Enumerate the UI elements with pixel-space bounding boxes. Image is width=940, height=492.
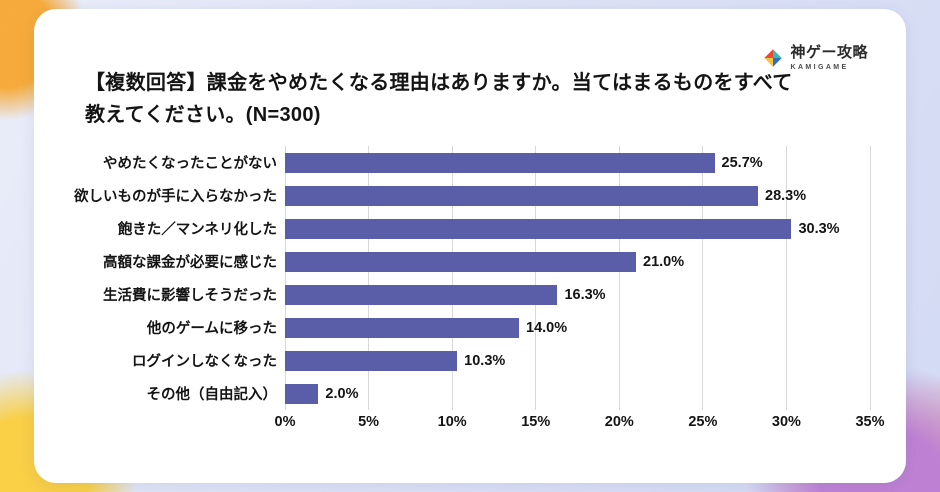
x-tick-label: 15% — [521, 414, 551, 430]
x-tick-label: 35% — [855, 414, 885, 430]
bar-value-label: 2.0% — [325, 385, 359, 402]
chart-row: ログインしなくなった 10.3% — [50, 344, 870, 377]
chart-row: 生活費に影響しそうだった 16.3% — [50, 278, 870, 311]
chart-rows: やめたくなったことがない 25.7% 欲しいものが手に入らなかった 28.3% 飽きた／… — [50, 146, 870, 410]
x-tick-label: 25% — [688, 414, 718, 430]
gridline — [451, 146, 453, 410]
category-label: 高額な課金が必要に感じた — [103, 255, 277, 271]
chart-row: 飽きた／マンネリ化した 30.3% — [50, 212, 870, 245]
chart-row: 欲しいものが手に入らなかった 28.3% — [50, 179, 870, 212]
bar-plot-area: 10.3% — [285, 350, 870, 371]
bar — [285, 251, 636, 272]
kamigame-logo: 神ゲー攻略 KAMIGAME — [762, 44, 868, 71]
survey-card: 神ゲー攻略 KAMIGAME 【複数回答】課金をやめたくなる理由はありますか。当… — [34, 9, 906, 483]
category-label: その他（自由記入） — [146, 387, 278, 403]
gridline — [368, 146, 370, 410]
bar — [285, 152, 715, 173]
x-tick-label: 10% — [437, 414, 467, 430]
bar-chart: やめたくなったことがない 25.7% 欲しいものが手に入らなかった 28.3% 飽きた／… — [50, 146, 885, 438]
survey-question-title: 【複数回答】課金をやめたくなる理由はありますか。当てはまるものをすべて教えてくだ… — [85, 72, 793, 127]
bar-value-label: 14.0% — [526, 319, 568, 336]
bar — [285, 185, 758, 206]
bar — [285, 284, 558, 305]
category-label: ログインしなくなった — [132, 354, 277, 370]
chart-row: その他（自由記入） 2.0% — [50, 377, 870, 410]
gridline — [535, 146, 537, 410]
bar — [285, 218, 792, 239]
bar-value-label: 21.0% — [643, 253, 685, 270]
x-tick-label: 20% — [604, 414, 634, 430]
bar — [285, 350, 458, 371]
bar-plot-area: 25.7% — [285, 152, 870, 173]
logo-subtitle: KAMIGAME — [790, 63, 849, 71]
bar-plot-area: 2.0% — [285, 383, 870, 404]
bar-plot-area: 16.3% — [285, 284, 870, 305]
bar — [285, 383, 319, 404]
category-label: やめたくなったことがない — [103, 156, 277, 172]
bar-value-label: 30.3% — [798, 220, 840, 237]
x-tick-label: 5% — [358, 414, 380, 430]
gridline — [869, 146, 871, 410]
bar-value-label: 28.3% — [765, 187, 807, 204]
chart-row: 他のゲームに移った 14.0% — [50, 311, 870, 344]
category-label: 他のゲームに移った — [146, 321, 277, 337]
bar-value-label: 25.7% — [721, 154, 763, 171]
gridline — [618, 146, 620, 410]
chart-row: 高額な課金が必要に感じた 21.0% — [50, 245, 870, 278]
x-tick-label: 0% — [274, 414, 296, 430]
bar-value-label: 10.3% — [464, 352, 506, 369]
gridline — [702, 146, 704, 410]
bar-plot-area: 14.0% — [285, 317, 870, 338]
gridline — [785, 146, 787, 410]
logo-text: 神ゲー攻略 KAMIGAME — [790, 44, 868, 71]
bar — [285, 317, 519, 338]
bar-plot-area: 30.3% — [285, 218, 870, 239]
chart-x-axis: 0% 5% 10% 15% 20% 25% 30% 35% — [275, 414, 885, 438]
category-label: 欲しいものが手に入らなかった — [74, 189, 277, 205]
category-label: 飽きた／マンネリ化した — [117, 222, 277, 238]
bar-plot-area: 21.0% — [285, 251, 870, 272]
logo-title: 神ゲー攻略 — [790, 44, 868, 61]
chart-gridlines — [284, 146, 871, 410]
gridline — [284, 146, 286, 410]
bar-value-label: 16.3% — [564, 286, 606, 303]
chart-row: やめたくなったことがない 25.7% — [50, 146, 870, 179]
x-tick-label: 30% — [771, 414, 801, 430]
bar-plot-area: 28.3% — [285, 185, 870, 206]
kamigame-gem-icon — [764, 49, 783, 67]
category-label: 生活費に影響しそうだった — [103, 288, 277, 304]
